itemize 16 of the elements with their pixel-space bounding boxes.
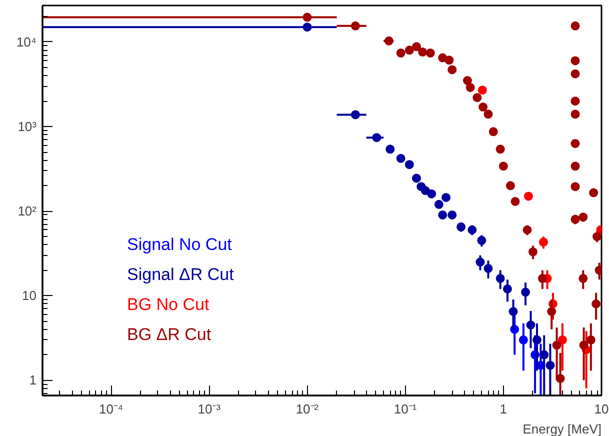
x-axis-title: Energy [MeV] — [522, 422, 602, 436]
text: BG ΔR Cut — [127, 325, 212, 345]
x-tick-label: 10⁻¹ — [394, 402, 418, 416]
y-tick-label: 10 — [22, 288, 37, 304]
text: BG No Cut — [127, 295, 210, 315]
text: Signal ΔR Cut — [127, 265, 234, 285]
x-tick-label: 10⁻² — [296, 402, 320, 416]
y-tick-label: 10⁴ — [16, 34, 36, 50]
text: Signal No Cut — [127, 235, 232, 255]
y-tick-label: 1 — [29, 372, 37, 388]
y-tick-label: 10³ — [18, 119, 38, 134]
x-tick-label: 10⁻³ — [198, 402, 222, 416]
x-tick-label: 10⁻⁴ — [99, 402, 124, 416]
x-tick-label: 1 — [500, 402, 508, 416]
y-tick-label: 10² — [18, 204, 38, 219]
x-tick-label: 10 — [594, 402, 609, 416]
